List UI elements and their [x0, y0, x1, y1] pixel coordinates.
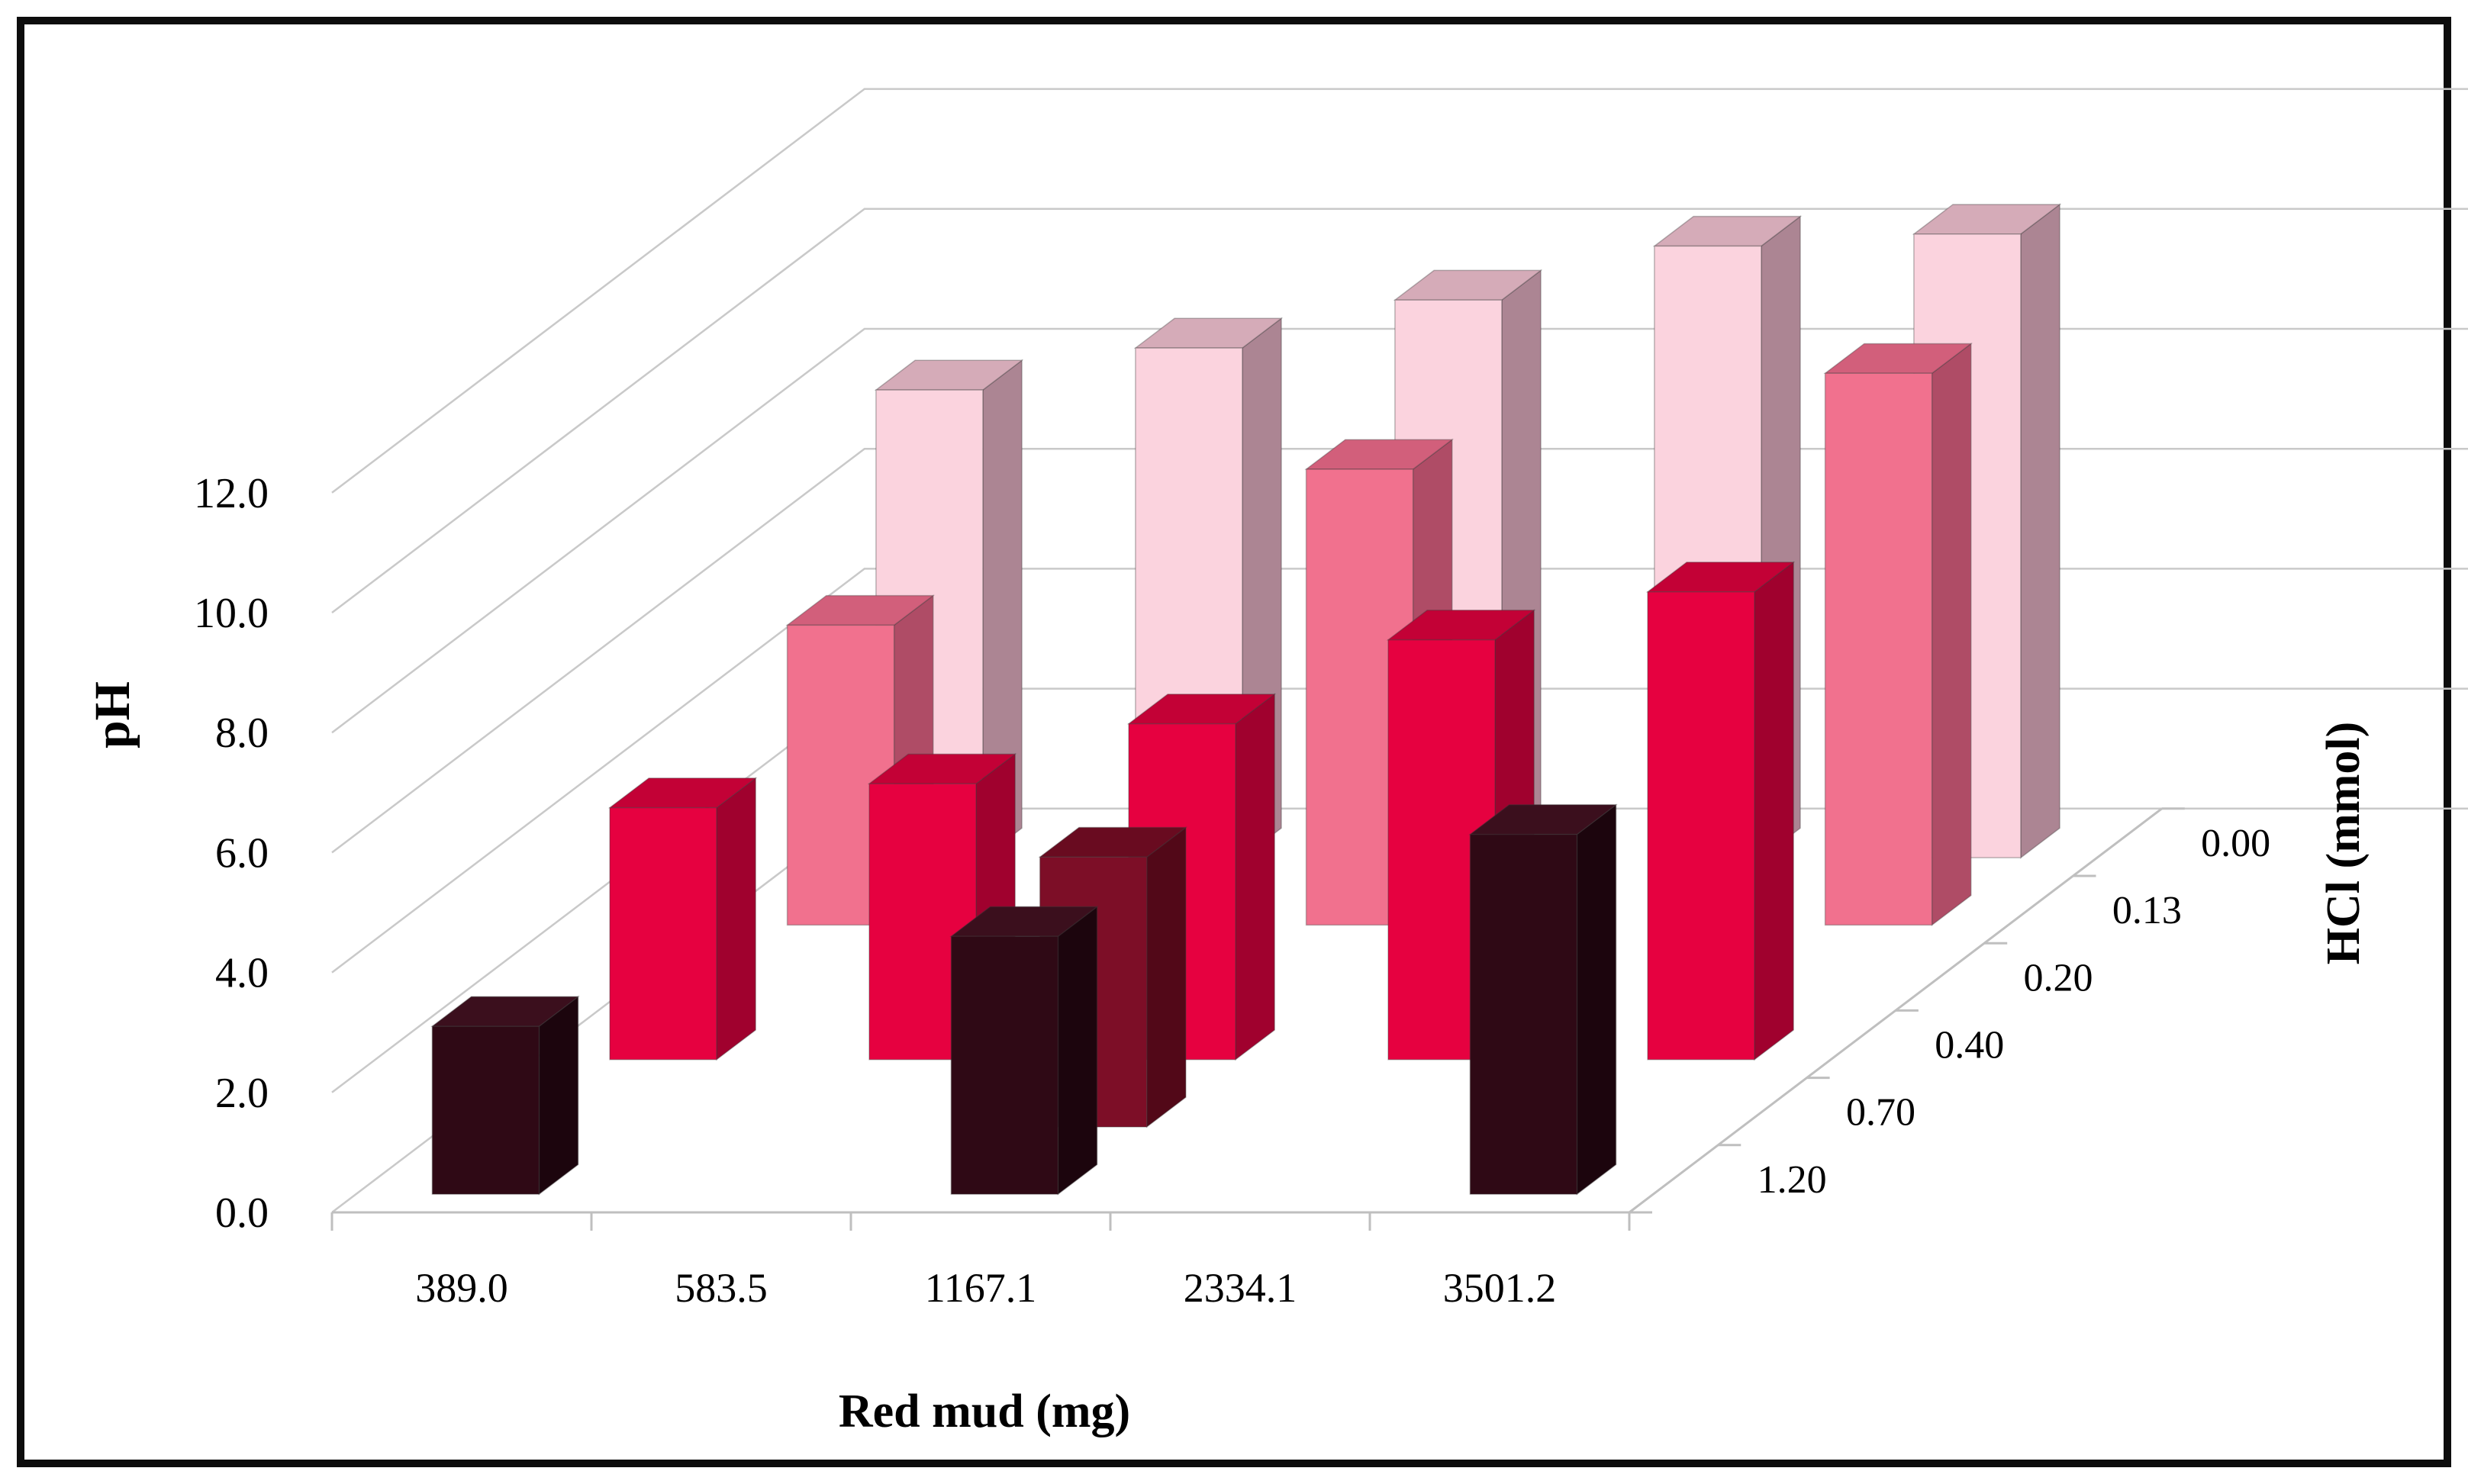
bar-3501.2-0.13: [1823, 342, 1973, 926]
bar-front-face: [1647, 591, 1755, 1061]
z-tick-label: 1.20: [1758, 1158, 1827, 1202]
y-tick-label: 0.0: [215, 1189, 269, 1237]
y-tick-label: 12.0: [194, 470, 269, 517]
bar-front-face: [1469, 833, 1578, 1195]
bar-3501.2-1.20: [1468, 803, 1618, 1196]
y-tick-label: 10.0: [194, 590, 269, 637]
z-tick-label: 0.13: [2112, 889, 2182, 932]
z-axis-title: HCl (mmol): [2318, 721, 2370, 965]
z-tick-label: 0.70: [1846, 1091, 1915, 1135]
bar-front-face: [1824, 372, 1933, 926]
y-tick-label: 2.0: [215, 1070, 269, 1117]
bar-side-face: [716, 777, 756, 1061]
x-tick-label: 583.5: [675, 1265, 768, 1311]
bar-side-face: [1931, 342, 1972, 926]
z-tick-label: 0.20: [2024, 956, 2093, 1000]
bar-side-face: [1235, 693, 1275, 1061]
bar-side-face: [1057, 905, 1098, 1196]
bar-front-face: [950, 935, 1059, 1195]
bar-389.0-0.40: [607, 777, 758, 1061]
bar-side-face: [538, 995, 579, 1196]
bar-side-face: [1754, 561, 1794, 1061]
bar-1167.1-1.20: [949, 905, 1099, 1196]
y-tick-label: 6.0: [215, 829, 269, 877]
y-tick-label: 4.0: [215, 950, 269, 997]
x-tick-label: 3501.2: [1443, 1265, 1557, 1311]
z-tick-label: 0.00: [2201, 822, 2270, 865]
x-tick-label: 389.0: [415, 1265, 508, 1311]
z-tick-label: 0.40: [1935, 1024, 2004, 1067]
bar-side-face: [1576, 803, 1617, 1196]
bar-side-face: [1145, 826, 1187, 1128]
bar-389.0-1.20: [430, 995, 580, 1196]
y-axis-title: pH: [85, 681, 140, 749]
x-tick-label: 2334.1: [1184, 1265, 1297, 1311]
y-tick-label: 8.0: [215, 710, 269, 757]
x-axis-title: Red mud (mg): [838, 1386, 1131, 1437]
gridline: [331, 88, 2468, 494]
bar-side-face: [2020, 203, 2060, 859]
x-tick-label: 1167.1: [925, 1265, 1037, 1311]
bar-3501.2-0.40: [1645, 561, 1796, 1061]
bar-front-face: [431, 1025, 540, 1195]
bar-front-face: [609, 806, 717, 1061]
